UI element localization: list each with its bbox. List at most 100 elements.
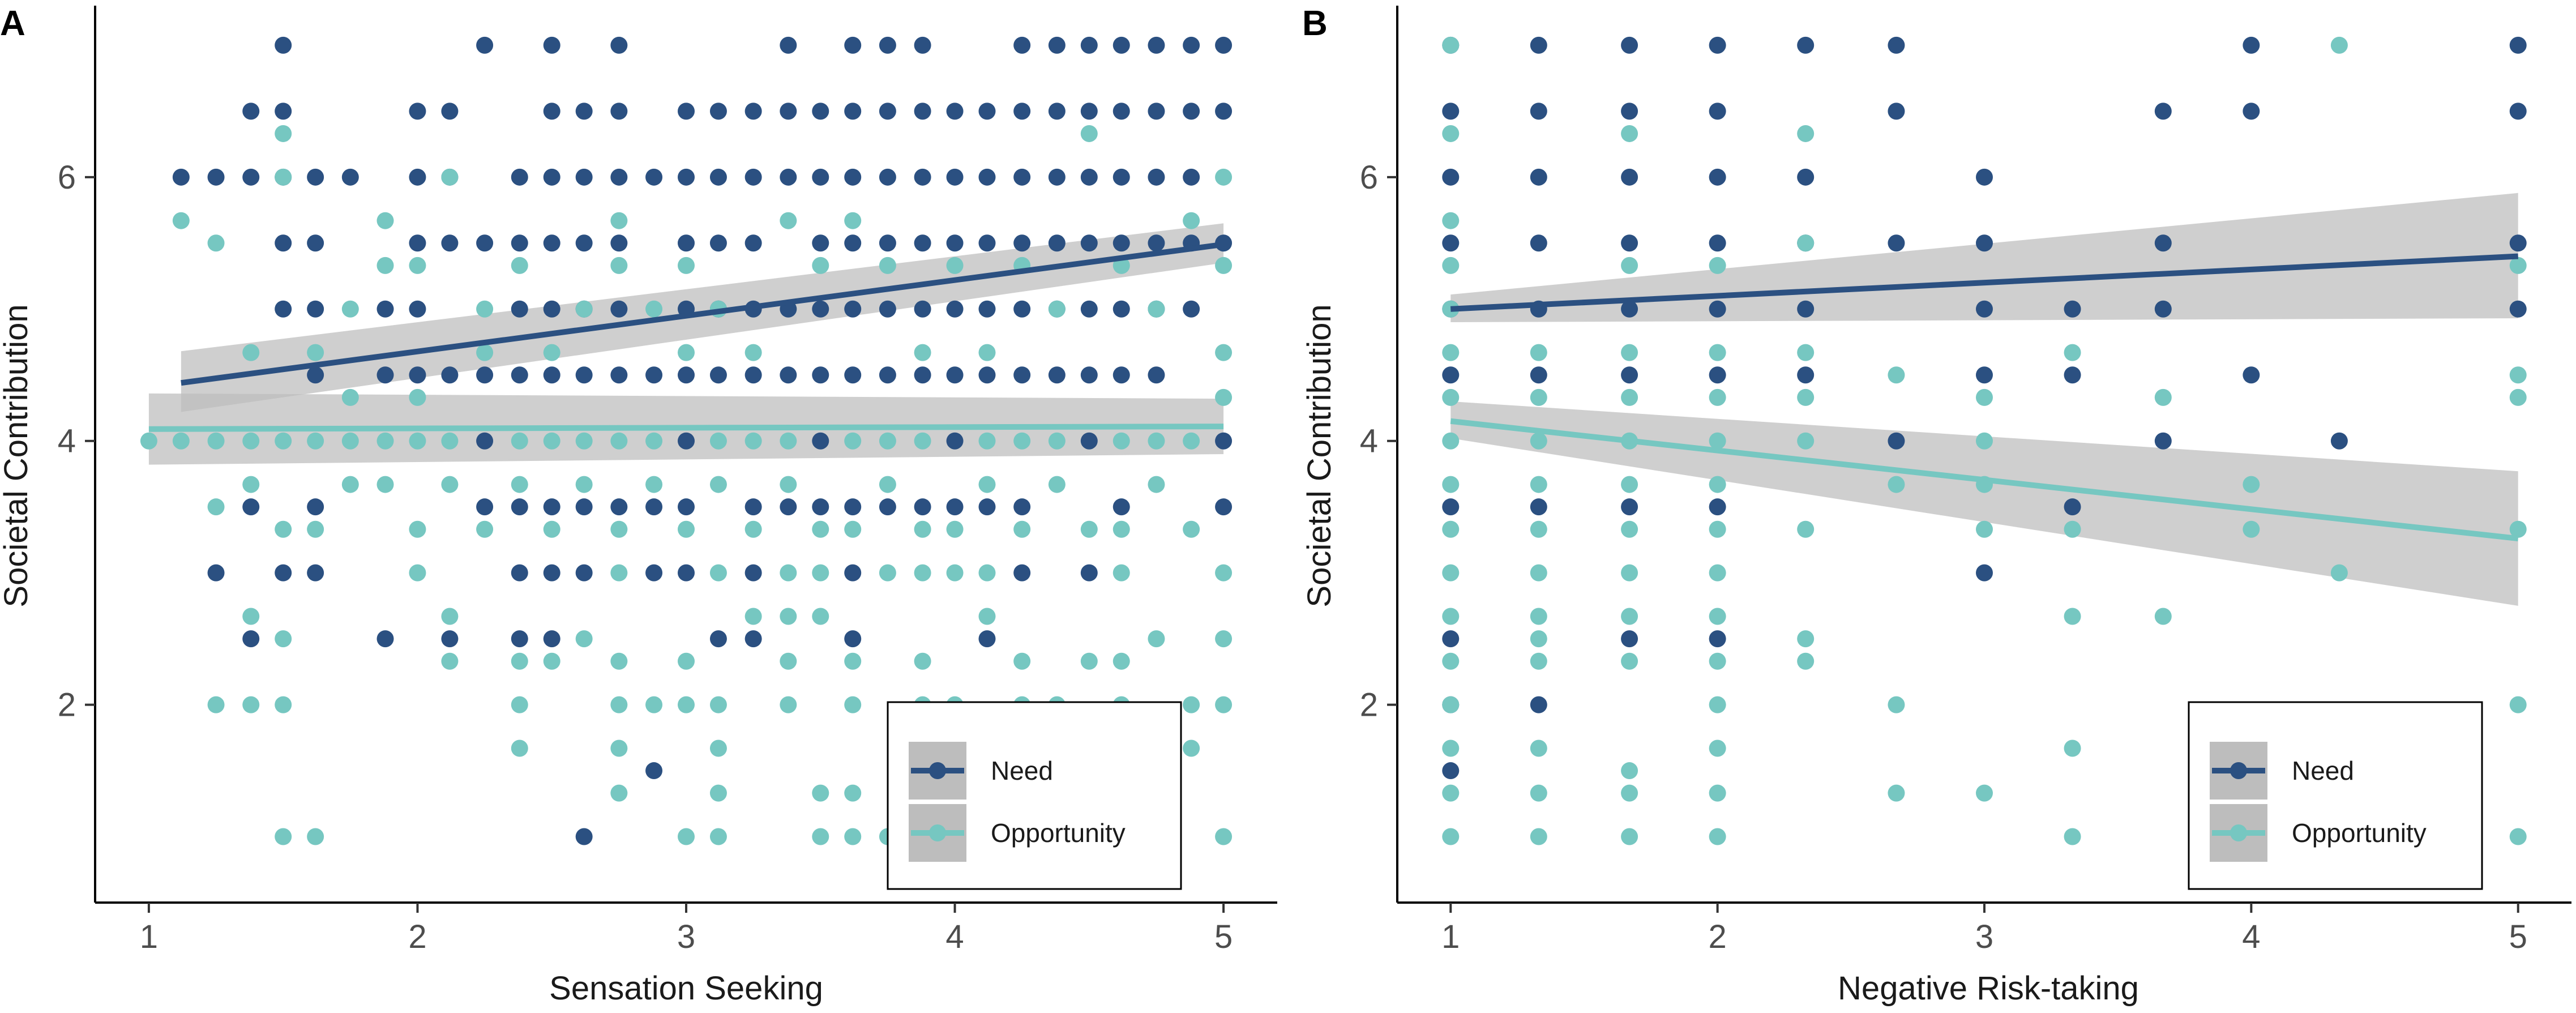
point-opportunity-a <box>1215 388 1233 406</box>
point-opportunity-b <box>1709 740 1726 757</box>
point-opportunity-a <box>172 212 190 229</box>
point-need-b <box>1709 36 1726 54</box>
point-need-a <box>1048 168 1066 186</box>
x-tick-label-b: 1 <box>1441 918 1460 955</box>
y-tick-label-b: 2 <box>1360 687 1378 724</box>
point-need-a <box>645 762 663 780</box>
legend-key-point-opportunity-a <box>929 824 946 841</box>
point-need-b <box>1621 498 1638 516</box>
point-opportunity-b <box>1709 476 1726 493</box>
point-opportunity-a <box>978 476 996 493</box>
point-need-b <box>1797 36 1815 54</box>
point-opportunity-b <box>1797 432 1815 450</box>
point-opportunity-a <box>441 652 459 670</box>
point-need-a <box>511 366 528 384</box>
point-need-b <box>1621 630 1638 648</box>
point-opportunity-b <box>2154 388 2172 406</box>
point-opportunity-a <box>543 520 560 538</box>
point-opportunity-a <box>1183 740 1200 757</box>
fit-lines-a <box>148 241 1224 432</box>
point-opportunity-a <box>1048 300 1066 318</box>
point-opportunity-b <box>2509 257 2527 274</box>
point-opportunity-a <box>844 212 862 229</box>
point-need-a <box>744 168 762 186</box>
point-opportunity-a <box>946 564 964 582</box>
point-opportunity-a <box>207 498 225 516</box>
point-opportunity-a <box>678 344 695 361</box>
point-opportunity-a <box>242 432 260 450</box>
point-need-a <box>678 102 695 120</box>
point-opportunity-a <box>610 432 628 450</box>
point-need-b <box>1442 630 1460 648</box>
point-opportunity-a <box>275 432 292 450</box>
point-opportunity-b <box>1797 234 1815 252</box>
point-need-a <box>1080 300 1098 318</box>
point-need-a <box>1080 564 1098 582</box>
point-opportunity-b <box>1442 257 1460 274</box>
point-opportunity-a <box>1013 520 1031 538</box>
point-opportunity-a <box>1215 564 1233 582</box>
point-opportunity-b <box>2243 520 2260 538</box>
point-opportunity-a <box>709 696 727 713</box>
point-need-a <box>1112 36 1130 54</box>
point-opportunity-b <box>2064 828 2081 845</box>
point-need-a <box>709 234 727 252</box>
point-opportunity-b <box>2509 696 2527 713</box>
point-opportunity-b <box>1976 432 1993 450</box>
point-opportunity-b <box>1709 257 1726 274</box>
point-need-a <box>1013 234 1031 252</box>
point-opportunity-b <box>1530 344 1547 361</box>
point-opportunity-a <box>1080 520 1098 538</box>
point-need-a <box>476 366 494 384</box>
point-need-a <box>978 168 996 186</box>
point-need-b <box>2243 102 2260 120</box>
point-opportunity-a <box>441 168 459 186</box>
point-opportunity-a <box>812 257 829 274</box>
point-opportunity-a <box>543 432 560 450</box>
fit-line-opportunity-a <box>148 424 1224 432</box>
point-need-a <box>812 366 829 384</box>
point-opportunity-a <box>978 564 996 582</box>
x-tick-label-a: 5 <box>1214 918 1233 955</box>
point-need-b <box>2064 300 2081 318</box>
point-opportunity-a <box>780 652 797 670</box>
point-need-b <box>1888 36 1905 54</box>
point-opportunity-a <box>1215 630 1233 648</box>
panel-a: A 1 2 3 4 5 2 4 6 Sensation Seeking Societal Co… <box>0 4 1277 1007</box>
point-need-a <box>1148 36 1165 54</box>
x-tick-label-b: 2 <box>1709 918 1727 955</box>
point-opportunity-b <box>1442 388 1460 406</box>
point-need-a <box>780 102 797 120</box>
point-opportunity-b <box>1621 652 1638 670</box>
point-opportunity-a <box>1215 828 1233 845</box>
point-opportunity-a <box>812 564 829 582</box>
point-need-a <box>709 102 727 120</box>
point-need-a <box>610 102 628 120</box>
point-need-a <box>575 498 593 516</box>
point-need-b <box>1442 168 1460 186</box>
point-opportunity-b <box>2243 476 2260 493</box>
point-need-a <box>645 564 663 582</box>
point-opportunity-a <box>645 432 663 450</box>
point-need-a <box>307 168 324 186</box>
point-need-a <box>709 168 727 186</box>
point-need-b <box>2154 300 2172 318</box>
point-need-a <box>1080 36 1098 54</box>
point-need-a <box>543 300 560 318</box>
point-opportunity-a <box>275 168 292 186</box>
point-opportunity-a <box>207 432 225 450</box>
point-need-a <box>744 234 762 252</box>
point-opportunity-a <box>744 344 762 361</box>
point-need-a <box>575 828 593 845</box>
point-need-a <box>376 366 394 384</box>
point-opportunity-a <box>744 608 762 625</box>
point-opportunity-b <box>2509 366 2527 384</box>
point-opportunity-b <box>1530 432 1547 450</box>
point-need-a <box>1112 234 1130 252</box>
point-need-b <box>2509 300 2527 318</box>
point-opportunity-b <box>1530 828 1547 845</box>
point-opportunity-a <box>575 630 593 648</box>
legend-key-point-need-a <box>929 762 946 779</box>
point-need-a <box>409 168 426 186</box>
